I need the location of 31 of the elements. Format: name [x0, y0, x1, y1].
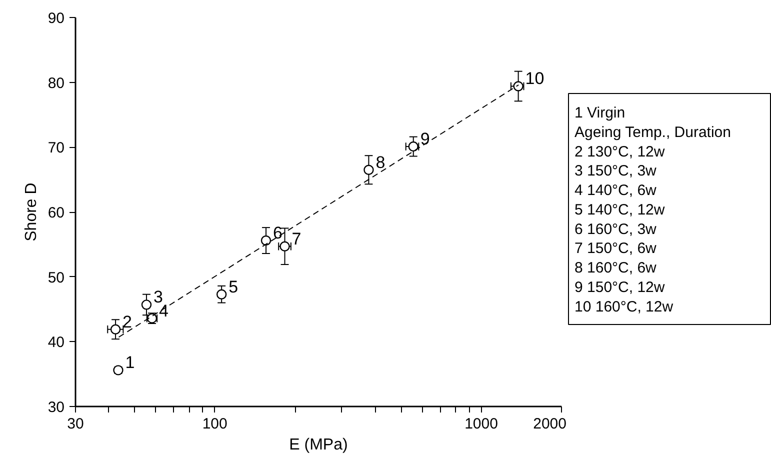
x-tick-label: 30	[67, 416, 84, 432]
text: 9 150°C, 12w	[574, 278, 665, 296]
annotation: 7	[292, 229, 302, 248]
annotation: 8	[376, 152, 386, 172]
text: 1 Virgin	[574, 104, 626, 122]
y-tick-label: 70	[48, 140, 65, 157]
text: 6 160°C, 3w	[574, 220, 657, 238]
y-tick-label: 40	[48, 334, 65, 352]
text: 5 140°C, 12w	[574, 201, 665, 218]
text: 4 140°C, 6w	[574, 182, 657, 200]
text: Ageing Temp., Duration	[574, 124, 731, 141]
annotation: 1	[125, 353, 135, 372]
text: 8 160°C, 6w	[574, 260, 657, 277]
annotation: 10	[525, 69, 544, 88]
annotation: 5	[228, 277, 238, 296]
text: 3 150°C, 3w	[574, 162, 657, 180]
x-tick-label: 100	[202, 416, 228, 432]
y-tick-label: 50	[48, 269, 65, 286]
text: 2 130°C, 12w	[574, 143, 665, 160]
y-tick-label: 80	[48, 74, 65, 92]
x-tick-label: 1000	[464, 416, 498, 432]
x-axis-title: E (MPa)	[289, 436, 348, 454]
text: 7 150°C, 6w	[574, 240, 657, 258]
y-tick-label: 90	[48, 10, 65, 27]
x-tick-label: 2000	[533, 416, 567, 432]
annotation: 2	[122, 312, 132, 332]
y-tick-label: 60	[48, 204, 65, 222]
y-axis-title: Shore D	[22, 182, 40, 242]
text: 10 160°C, 12w	[574, 298, 674, 316]
annotation: 6	[272, 224, 282, 243]
y-tick-label: 30	[48, 399, 65, 416]
